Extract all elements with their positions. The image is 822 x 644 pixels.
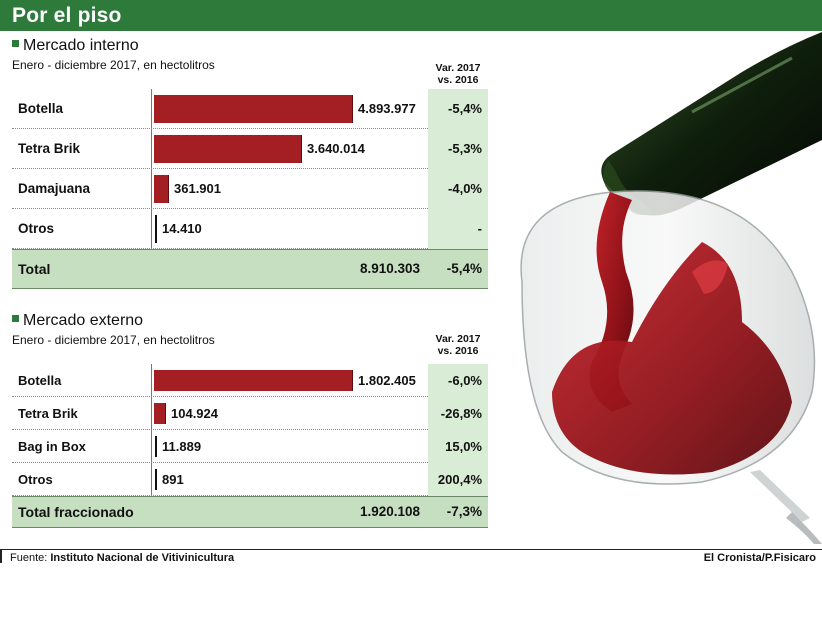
total-row: Total fraccionado 1.920.108 -7,3% xyxy=(12,496,488,528)
footer-source-prefix: Fuente: xyxy=(10,552,48,564)
section-title-externo-text: Mercado externo xyxy=(23,312,144,329)
variation-value: -5,3% xyxy=(448,141,482,156)
category-label: Botella xyxy=(18,101,64,116)
var-header-line-2: vs. 2016 xyxy=(437,345,479,357)
category-label: Tetra Brik xyxy=(18,405,78,421)
category-label: Damajuana xyxy=(18,181,91,196)
variation-cell: - xyxy=(428,209,488,249)
total-label: Total fraccionado xyxy=(18,504,134,520)
total-label: Total xyxy=(18,261,51,277)
variation-cell: -4,0% xyxy=(428,169,488,209)
variation-cell: -5,4% xyxy=(428,89,488,129)
total-value: 1.920.108 xyxy=(359,504,420,519)
total-variation: -7,3% xyxy=(446,504,482,519)
category-label: Tetra Brik xyxy=(18,141,81,156)
category-label: Bag in Box xyxy=(18,438,86,454)
variation-value: - xyxy=(477,221,482,236)
value-label: 104.924 xyxy=(171,405,218,421)
variation-value: -5,4% xyxy=(448,101,482,116)
total-variation: -5,4% xyxy=(446,261,482,276)
table-row: -5,3% Tetra Brik 3.640.014 xyxy=(12,129,488,169)
table-externo: -6,0% Botella 1.802.405 -26,8% Tetra Brik 104… xyxy=(12,364,488,528)
value-label: 891 xyxy=(162,471,184,487)
footer-source: Fuente: Instituto Nacional de Vitivinicu… xyxy=(10,551,234,565)
section-subtitle-externo: Enero - diciembre 2017, en hectolitros xyxy=(12,333,215,347)
table-row: 15,0% Bag in Box 11.889 xyxy=(12,430,488,463)
section-subtitle-interno: Enero - diciembre 2017, en hectolitros xyxy=(12,58,215,72)
table-row: -4,0% Damajuana 361.901 xyxy=(12,169,488,209)
category-label: Otros xyxy=(18,221,55,236)
footer-tick xyxy=(0,549,2,563)
var-header-interno: Var. 2017 vs. 2016 xyxy=(428,62,488,86)
variation-value: 200,4% xyxy=(437,471,482,487)
header-bar: Por el piso xyxy=(0,0,822,31)
table-row: 200,4% Otros 891 xyxy=(12,463,488,496)
var-header-externo: Var. 2017 vs. 2016 xyxy=(428,333,488,357)
variation-value: -6,0% xyxy=(448,372,482,388)
var-header-line-2: vs. 2016 xyxy=(437,74,479,86)
variation-cell: 200,4% xyxy=(428,463,488,496)
table-row: - Otros 14.410 xyxy=(12,209,488,249)
value-label: 3.640.014 xyxy=(307,141,365,156)
var-header-line-1: Var. 2017 xyxy=(435,333,481,345)
bar xyxy=(155,215,157,243)
bar xyxy=(154,175,169,203)
variation-cell: -6,0% xyxy=(428,364,488,397)
table-row: -26,8% Tetra Brik 104.924 xyxy=(12,397,488,430)
bar xyxy=(155,436,157,457)
variation-value: -26,8% xyxy=(440,405,482,421)
section-title-interno-text: Mercado interno xyxy=(23,37,139,54)
table-row: -6,0% Botella 1.802.405 xyxy=(12,364,488,397)
value-label: 1.802.405 xyxy=(358,372,416,388)
category-label: Otros xyxy=(18,471,53,487)
bar xyxy=(154,95,353,123)
column-divider xyxy=(151,364,152,496)
bullet-icon xyxy=(12,315,19,322)
footer-credit: El Cronista/P.Fisicaro xyxy=(703,552,816,564)
column-divider xyxy=(151,89,152,249)
section-title-externo: Mercado externo xyxy=(12,311,143,331)
total-value: 8.910.303 xyxy=(359,261,420,276)
value-label: 361.901 xyxy=(174,181,221,196)
bar xyxy=(154,370,353,391)
value-label: 11.889 xyxy=(162,438,202,454)
footer-rule xyxy=(0,549,822,550)
footer-source-name: Instituto Nacional de Vitivinicultura xyxy=(50,552,235,564)
section-title-interno: Mercado interno xyxy=(12,36,139,56)
category-label: Botella xyxy=(18,372,62,388)
page-title: Por el piso xyxy=(12,4,122,27)
variation-cell: -5,3% xyxy=(428,129,488,169)
bar xyxy=(154,135,302,163)
bar xyxy=(154,403,166,424)
total-row: Total 8.910.303 -5,4% xyxy=(12,249,488,289)
var-header-line-1: Var. 2017 xyxy=(435,62,481,74)
table-row: -5,4% Botella 4.893.977 xyxy=(12,89,488,129)
table-interno: -5,4% Botella 4.893.977 -5,3% Tetra Brik 3.64… xyxy=(12,89,488,289)
variation-value: -4,0% xyxy=(448,181,482,196)
bullet-icon xyxy=(12,40,19,47)
value-label: 4.893.977 xyxy=(358,101,416,116)
value-label: 14.410 xyxy=(162,221,202,236)
bar xyxy=(155,469,157,490)
wine-glass-photo xyxy=(520,32,822,544)
variation-value: 15,0% xyxy=(445,438,482,454)
variation-cell: -26,8% xyxy=(428,397,488,430)
variation-cell: 15,0% xyxy=(428,430,488,463)
